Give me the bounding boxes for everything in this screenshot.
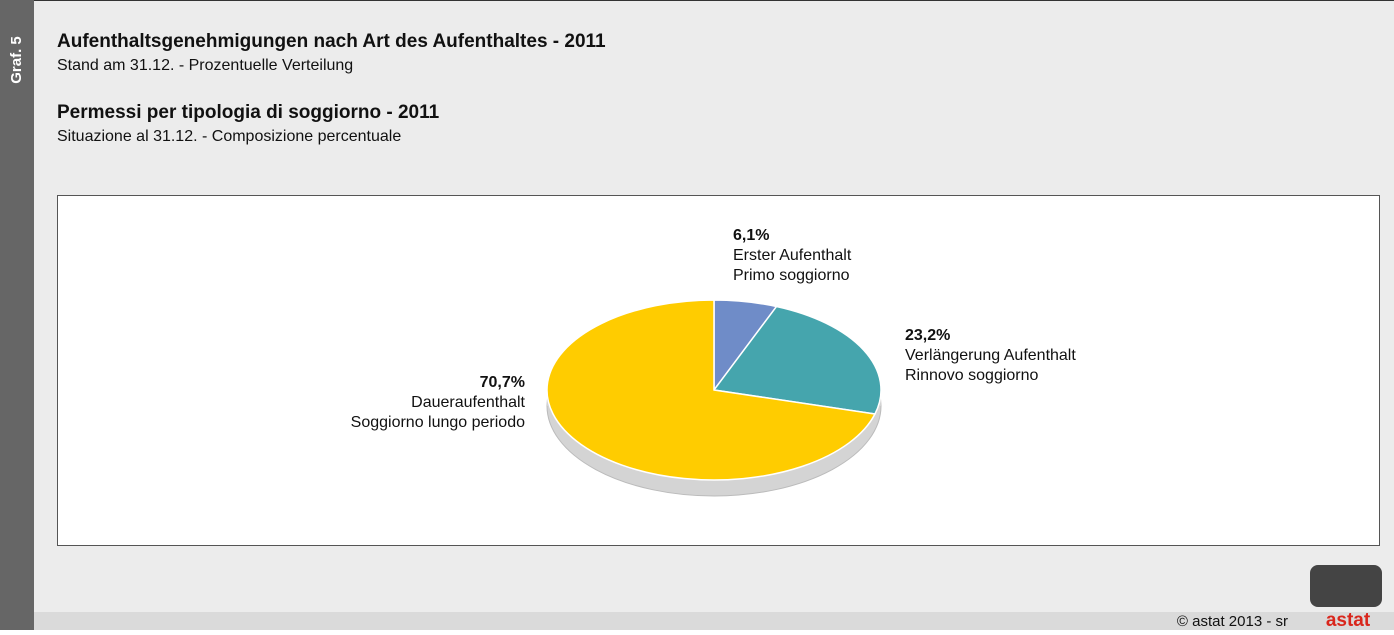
subtitle: Stand am 31.12. - Prozentuelle Verteilun…: [57, 57, 353, 74]
slice-value-label: 6,1%: [733, 227, 769, 244]
side-label: Graf. 5: [8, 36, 25, 84]
slice-label: Soggiorno lungo periodo: [351, 414, 525, 431]
subtitle-it: Situazione al 31.12. - Composizione perc…: [57, 128, 401, 145]
slice-value-label: 70,7%: [480, 374, 525, 391]
slice-label: Primo soggiorno: [733, 267, 850, 284]
pie-slice: [712, 305, 882, 415]
logo-text: astat: [1326, 610, 1371, 630]
slice-label: Erster Aufenthalt: [733, 247, 852, 264]
footer-strip: [0, 612, 1394, 630]
slice-label: Verlängerung Aufenthalt: [905, 347, 1076, 364]
title: Aufenthaltsgenehmigungen nach Art des Au…: [57, 31, 606, 52]
title-it: Permessi per tipologia di soggiorno - 20…: [57, 102, 440, 123]
side-bar: [0, 0, 34, 630]
pie-slice: [546, 299, 877, 481]
slice-label: Rinnovo soggiorno: [905, 367, 1039, 384]
logo-graphic: [1310, 565, 1382, 607]
slice-value-label: 23,2%: [905, 327, 950, 344]
copyright: © astat 2013 - sr: [1177, 613, 1288, 630]
pie: [546, 299, 882, 497]
slice-label: Daueraufenthalt: [411, 394, 525, 411]
